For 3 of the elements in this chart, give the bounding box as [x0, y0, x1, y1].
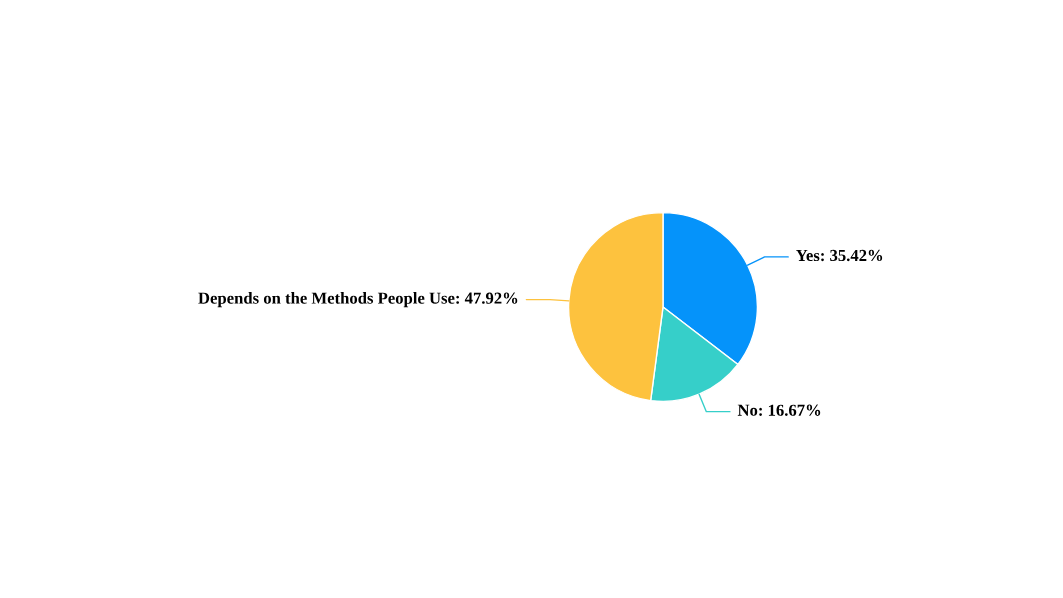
slice-label: Yes: 35.42% — [796, 249, 883, 262]
slice-label: No: 16.67% — [737, 404, 821, 416]
slice-label: Depends on the Methods People Use: 47.92% — [198, 292, 518, 308]
